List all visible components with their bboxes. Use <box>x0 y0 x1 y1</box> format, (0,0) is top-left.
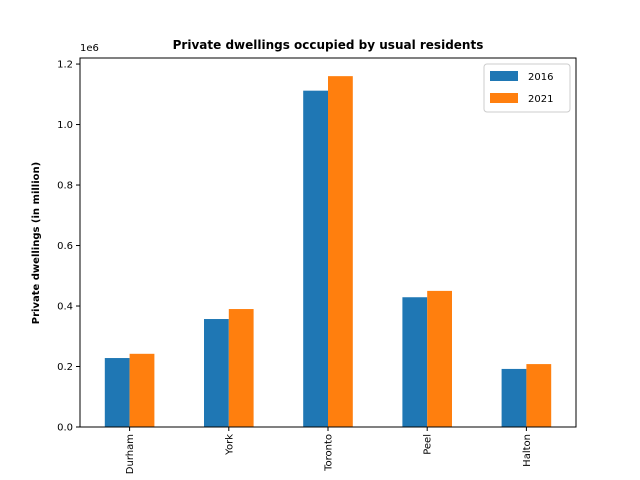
legend-swatch-2016 <box>490 71 518 81</box>
bar-2016-peel <box>402 297 428 427</box>
y-axis: 0.0 0.2 0.4 0.6 0.8 1.0 1.2 <box>57 60 80 434</box>
bar-2021-peel <box>427 290 452 427</box>
bar-2016-durham <box>104 358 130 427</box>
bar-2021-durham <box>129 353 155 427</box>
bar-2021-toronto <box>328 76 353 428</box>
legend-label-2021: 2021 <box>528 94 553 105</box>
y-tick-label: 0.4 <box>57 302 73 313</box>
legend: 2016 2021 <box>483 63 571 113</box>
x-tick-label: York <box>224 434 235 456</box>
x-tick-label: Toronto <box>324 434 335 472</box>
y-axis-label: Private dwellings (in million) <box>31 162 42 324</box>
bars-group <box>104 76 552 428</box>
y-offset-label: 1e6 <box>80 43 99 54</box>
legend-label-2016: 2016 <box>528 72 553 83</box>
y-tick-label: 0.0 <box>57 423 73 434</box>
bar-2016-halton <box>501 368 527 427</box>
y-tick-label: 0.6 <box>57 241 73 252</box>
x-tick-label: Peel <box>423 434 434 455</box>
x-axis: Durham York Toronto Peel Halton <box>125 427 533 474</box>
bar-2021-halton <box>526 364 552 427</box>
plot-frame <box>79 57 577 428</box>
chart-title: Private dwellings occupied by usual resi… <box>173 38 484 52</box>
bar-2016-toronto <box>303 90 328 427</box>
bar-2021-york <box>228 309 254 427</box>
bar-2016-york <box>204 319 229 427</box>
x-tick-label: Durham <box>125 434 136 474</box>
y-tick-label: 1.2 <box>57 60 73 71</box>
legend-swatch-2021 <box>490 93 518 103</box>
y-tick-label: 0.2 <box>57 362 73 373</box>
y-tick-label: 0.8 <box>57 181 73 192</box>
y-tick-label: 1.0 <box>57 120 73 131</box>
x-tick-label: Halton <box>522 434 533 467</box>
